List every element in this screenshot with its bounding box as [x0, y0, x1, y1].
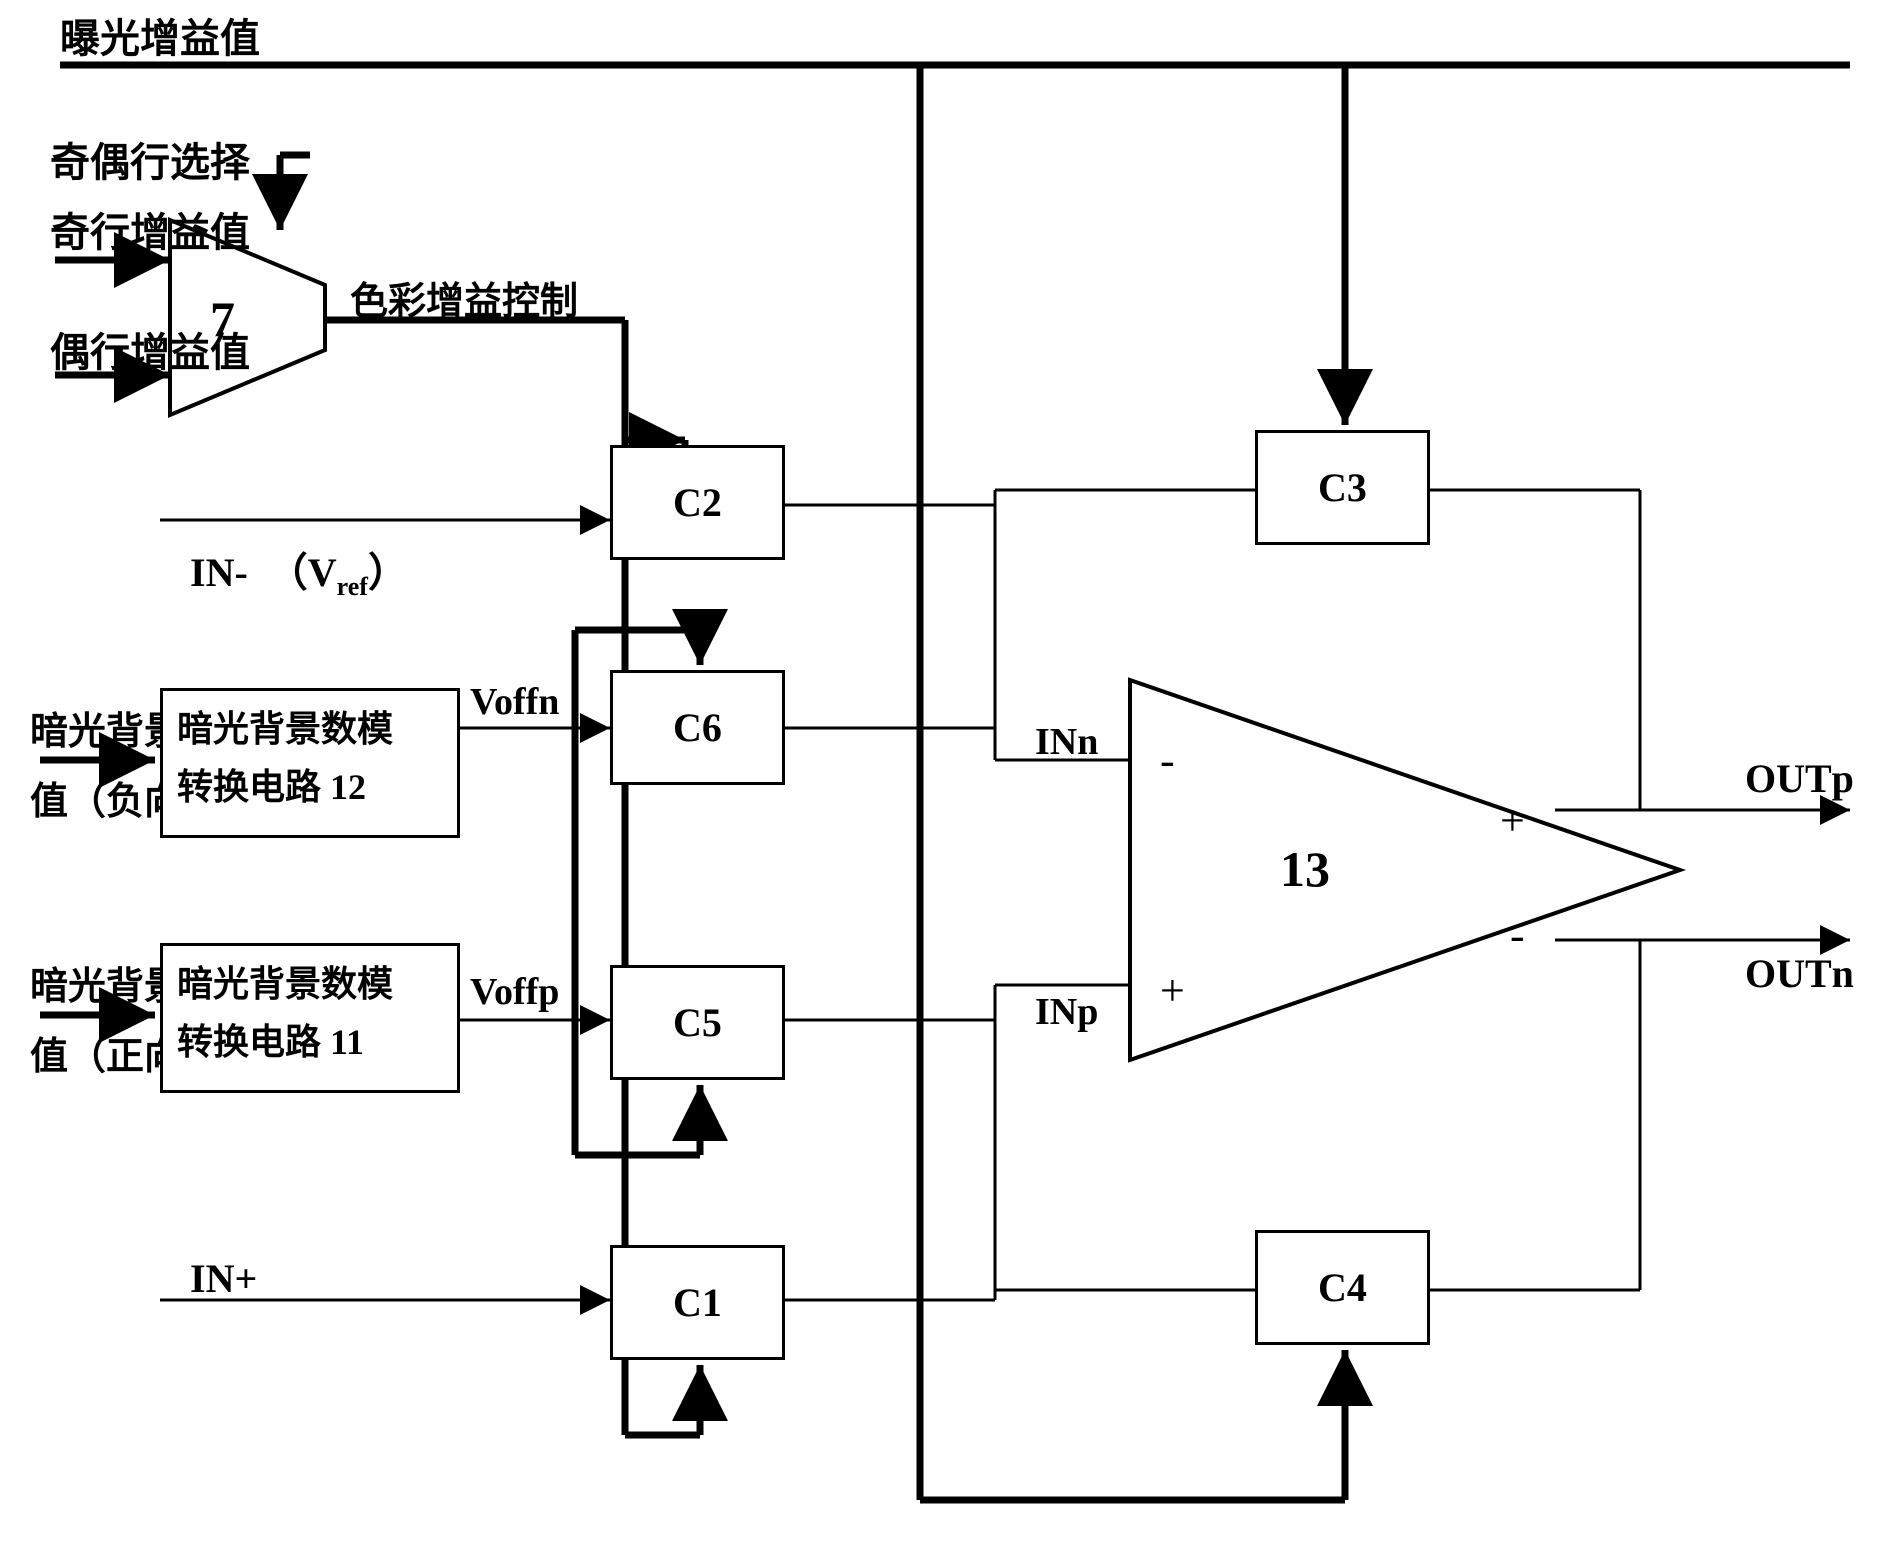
c4-box: C4 [1255, 1230, 1430, 1345]
outp-label: OUTp [1745, 755, 1854, 802]
opamp-shape [1130, 680, 1680, 1060]
odd-gain-label: 奇行增益值 [50, 200, 250, 258]
dac11-line2: 转换电路 11 [177, 1014, 443, 1072]
c2-box: C2 [610, 445, 785, 560]
color-gain-ctrl-label: 色彩增益控制 [350, 270, 578, 325]
dac12-line2: 转换电路 12 [177, 759, 443, 817]
exposure-gain-label: 曝光增益值 [60, 6, 260, 64]
opamp-plus-top: + [1500, 796, 1525, 845]
voffp-label: Voffp [470, 970, 559, 1014]
inn-label: INn [1035, 720, 1098, 764]
opamp-number: 13 [1280, 840, 1330, 898]
dac11-line1: 暗光背景数模 [177, 956, 443, 1014]
dac11-block: 暗光背景数模 转换电路 11 [160, 943, 460, 1093]
c1-box: C1 [610, 1245, 785, 1360]
outn-label: OUTn [1745, 950, 1854, 997]
in-pos-label: IN+ [190, 1255, 257, 1302]
opamp-minus-bot: - [1510, 911, 1525, 960]
c5-box: C5 [610, 965, 785, 1080]
dac12-line1: 暗光背景数模 [177, 701, 443, 759]
opamp-minus-top: - [1160, 736, 1175, 785]
c3-box: C3 [1255, 430, 1430, 545]
in-neg-label: IN- （Vref） [190, 540, 408, 602]
c6-box: C6 [610, 670, 785, 785]
inp-label: INp [1035, 990, 1098, 1034]
voffn-label: Voffn [470, 680, 559, 724]
mux-number: 7 [210, 290, 235, 348]
opamp-plus-bot: + [1160, 966, 1185, 1015]
parity-select-label: 奇偶行选择 [50, 130, 250, 188]
dac12-block: 暗光背景数模 转换电路 12 [160, 688, 460, 838]
